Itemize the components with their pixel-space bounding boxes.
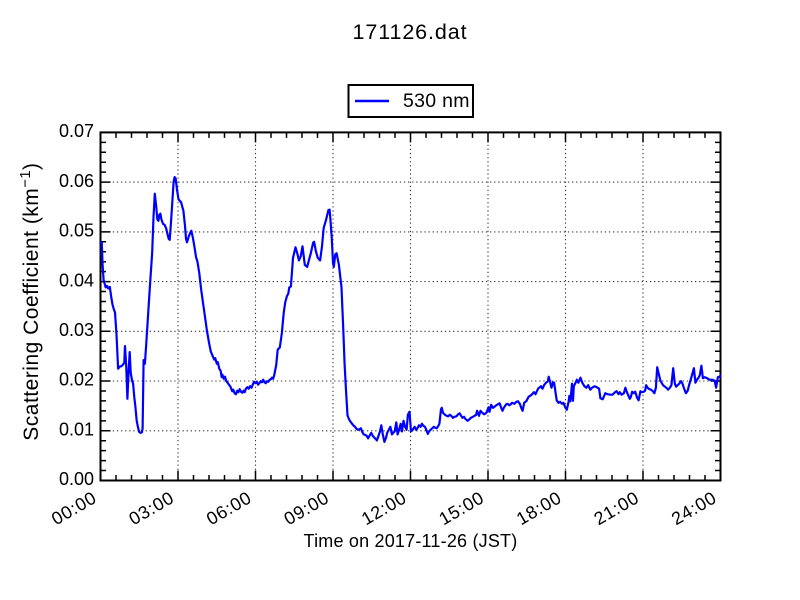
svg-text:0.06: 0.06 xyxy=(59,171,94,191)
svg-text:0.02: 0.02 xyxy=(59,370,94,390)
svg-text:171126.dat: 171126.dat xyxy=(352,20,467,44)
svg-text:0.00: 0.00 xyxy=(59,469,94,489)
svg-text:0.04: 0.04 xyxy=(59,270,94,290)
svg-text:0.05: 0.05 xyxy=(59,221,94,241)
svg-text:0.03: 0.03 xyxy=(59,320,94,340)
svg-text:0.01: 0.01 xyxy=(59,420,94,440)
svg-text:Scattering Coefficient (km−1): Scattering Coefficient (km−1) xyxy=(18,162,43,440)
svg-text:Time on 2017-11-26 (JST): Time on 2017-11-26 (JST) xyxy=(304,531,518,551)
svg-text:530 nm: 530 nm xyxy=(403,90,470,112)
svg-text:0.07: 0.07 xyxy=(59,121,94,141)
